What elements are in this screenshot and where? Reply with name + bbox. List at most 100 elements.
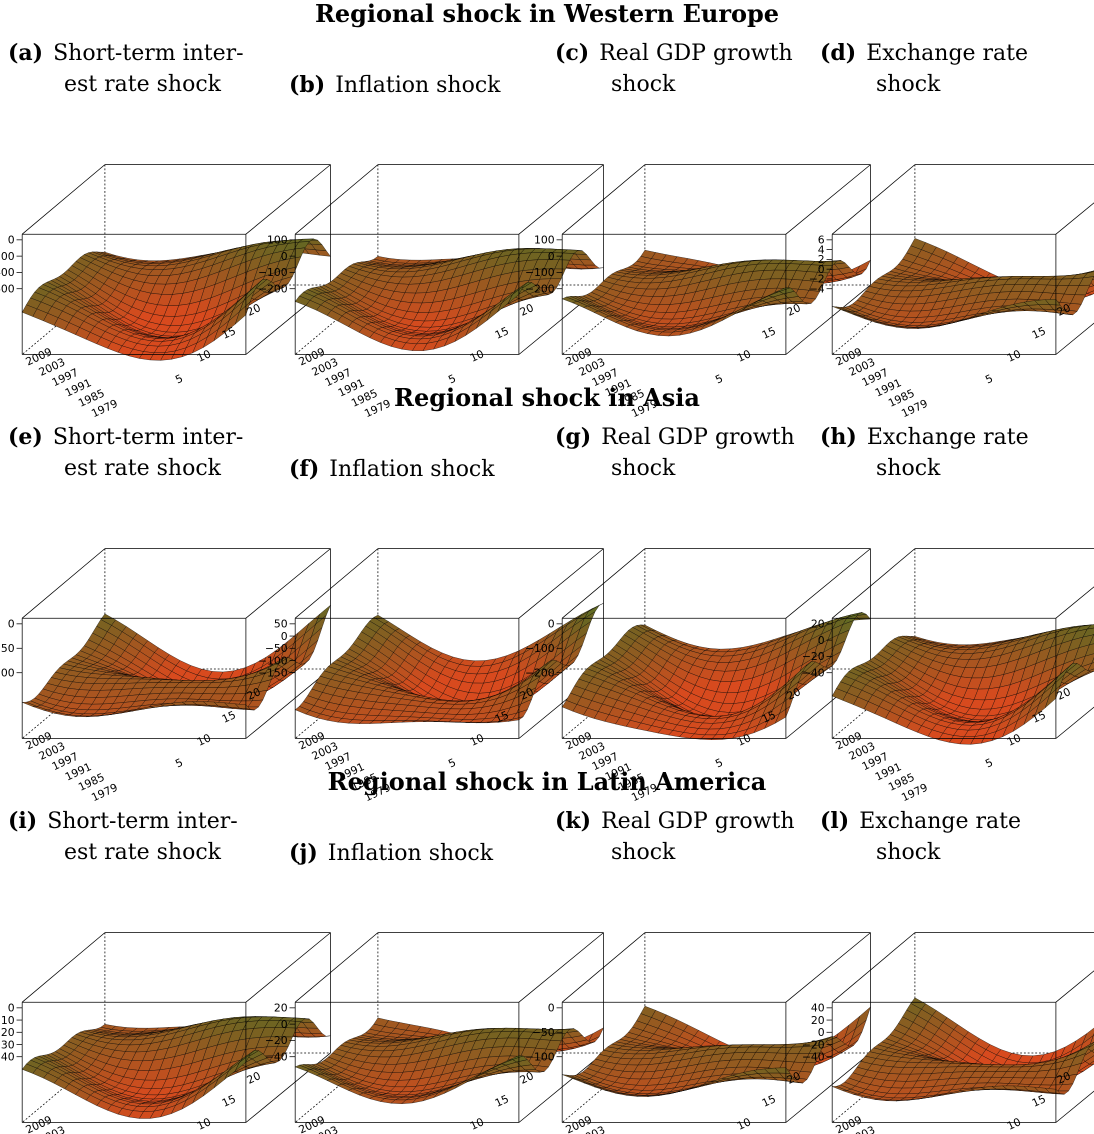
subplot-letter: (f): [289, 456, 319, 482]
subplot-title-line: shock: [820, 69, 1070, 100]
box-edge: [22, 549, 105, 619]
z-axis-tick-label: 100: [534, 234, 555, 247]
z-axis-tick-label: 0: [818, 634, 825, 647]
subplot-caption: (j) Inflation shock: [289, 838, 539, 869]
z-axis-tick-label: 0: [281, 250, 288, 263]
horizon-tick-label: 10: [195, 731, 213, 749]
subplot-caption: (i) Short-term inter-est rate shock: [8, 806, 258, 868]
horizon-tick-label: 20: [518, 301, 536, 319]
z-axis-tick-label: 0: [281, 630, 288, 643]
subplot-caption: (d) Exchange rate shock: [820, 38, 1070, 100]
subplot-letter: (j): [289, 840, 318, 866]
surface-mesh: [832, 623, 1094, 744]
subplot-title-line: est rate shock: [8, 69, 258, 100]
z-axis-tick-label: −40: [265, 1050, 288, 1063]
subplot-title-line: Inflation shock: [335, 73, 500, 98]
z-axis-tick-label: −200: [525, 666, 555, 679]
z-axis-tick-label: −40: [802, 666, 825, 679]
subplot-caption: (h) Exchange rate shock: [820, 422, 1070, 484]
z-axis-tick-label: −50: [265, 642, 288, 655]
subplot-letter: (d): [820, 40, 856, 66]
subplot-title-line: Short-term inter-: [47, 809, 238, 834]
surface-plot: 500−50−100−15020092003199719911985197951…: [273, 496, 558, 731]
z-axis-tick-label: 0: [8, 234, 15, 247]
horizon-tick-label: 10: [195, 1115, 213, 1133]
horizon-tick-label: 15: [220, 1092, 238, 1110]
z-axis-tick-label: −20: [802, 650, 825, 663]
box-edge: [1056, 549, 1094, 619]
subplot-title-line: est rate shock: [8, 453, 258, 484]
horizon-tick-label: 10: [468, 347, 486, 365]
subplot-letter: (g): [555, 424, 591, 450]
box-edge: [295, 165, 378, 235]
subplot-title-line: Real GDP growth: [601, 809, 794, 834]
z-axis-tick-label: −4: [809, 282, 825, 295]
z-axis-tick-label: 100: [267, 234, 288, 247]
subplot-letter: (i): [8, 808, 37, 834]
box-edge: [295, 933, 378, 1003]
z-axis-tick-label: −100: [258, 266, 288, 279]
subplot-title-line: shock: [820, 453, 1070, 484]
horizon-tick-label: 10: [468, 1115, 486, 1133]
subplot-title-line: Exchange rate: [866, 41, 1028, 66]
surface-plot: 0−50−1002009200319971991198519795101520: [540, 880, 825, 1115]
z-axis-tick-label: −150: [258, 666, 288, 679]
horizon-tick-label: 15: [220, 708, 238, 726]
z-axis-tick-label: −30: [0, 1038, 15, 1051]
horizon-tick-label: 15: [493, 1092, 511, 1110]
subplot-title-line: shock: [555, 69, 805, 100]
figure-section: Regional shock in Latin America (i) Short-…: [0, 768, 1094, 1134]
z-axis-tick-label: −200: [258, 282, 288, 295]
horizon-tick-label: 20: [245, 1069, 263, 1087]
box-edge: [22, 165, 105, 235]
subplot-title-line: Real GDP growth: [599, 41, 792, 66]
surface-plot: 1000−100−2002009200319971991198519795101…: [540, 112, 825, 347]
horizon-tick-label: 10: [468, 731, 486, 749]
subplot-letter: (h): [820, 424, 857, 450]
subplot-title-line: Exchange rate: [867, 425, 1029, 450]
subplot-caption: (f)Inflation shock: [289, 454, 539, 485]
section-title: Regional shock in Western Europe: [0, 0, 1094, 28]
z-axis-tick-label: −20: [0, 1026, 15, 1039]
box-edge: [832, 549, 915, 619]
z-axis-tick-label: 0: [281, 1018, 288, 1031]
horizon-tick-label: 15: [760, 324, 778, 342]
subplot-title-line: est rate shock: [8, 837, 258, 868]
box-edge: [562, 549, 645, 619]
z-axis-tick-label: −600: [0, 282, 15, 295]
z-axis-tick-label: 0: [548, 250, 555, 263]
z-axis-tick-label: −200: [525, 282, 555, 295]
z-axis-tick-label: −50: [0, 642, 15, 655]
z-axis-tick-label: 20: [811, 618, 825, 631]
surface-plot: 0−200−400−600200920031997199119851979510…: [0, 112, 285, 347]
subplot-title-line: shock: [555, 453, 805, 484]
z-axis-tick-label: 50: [274, 618, 288, 631]
horizon-tick-label: 15: [493, 324, 511, 342]
box-edge: [295, 549, 378, 619]
subplot-caption: (e)Short-term inter-est rate shock: [8, 422, 258, 484]
subplot-title-line: Inflation shock: [328, 841, 493, 866]
z-axis-tick-label: 0: [548, 618, 555, 631]
box-edge: [832, 165, 915, 235]
z-axis-tick-label: −400: [0, 266, 15, 279]
surface-plot: 0−50−1002009200319971991198519795101520: [0, 496, 285, 731]
horizon-tick-label: 10: [1005, 347, 1023, 365]
z-axis-tick-label: −100: [525, 266, 555, 279]
surface-plot: 0−10−20−30−40200920031997199119851979510…: [0, 880, 285, 1115]
figure-section: Regional shock in Western Europe(a)Short…: [0, 0, 1094, 366]
box-edge: [562, 165, 645, 235]
z-axis-tick-label: −40: [0, 1050, 15, 1063]
z-axis-tick-label: −100: [525, 642, 555, 655]
subplot-title-line: Short-term inter-: [53, 41, 244, 66]
box-edge: [1056, 165, 1094, 235]
section-title: Regional shock in Latin America: [0, 768, 1094, 796]
section-title: Regional shock in Asia: [0, 384, 1094, 412]
z-axis-tick-label: −20: [265, 1034, 288, 1047]
subplot-title-line: Short-term inter-: [53, 425, 244, 450]
